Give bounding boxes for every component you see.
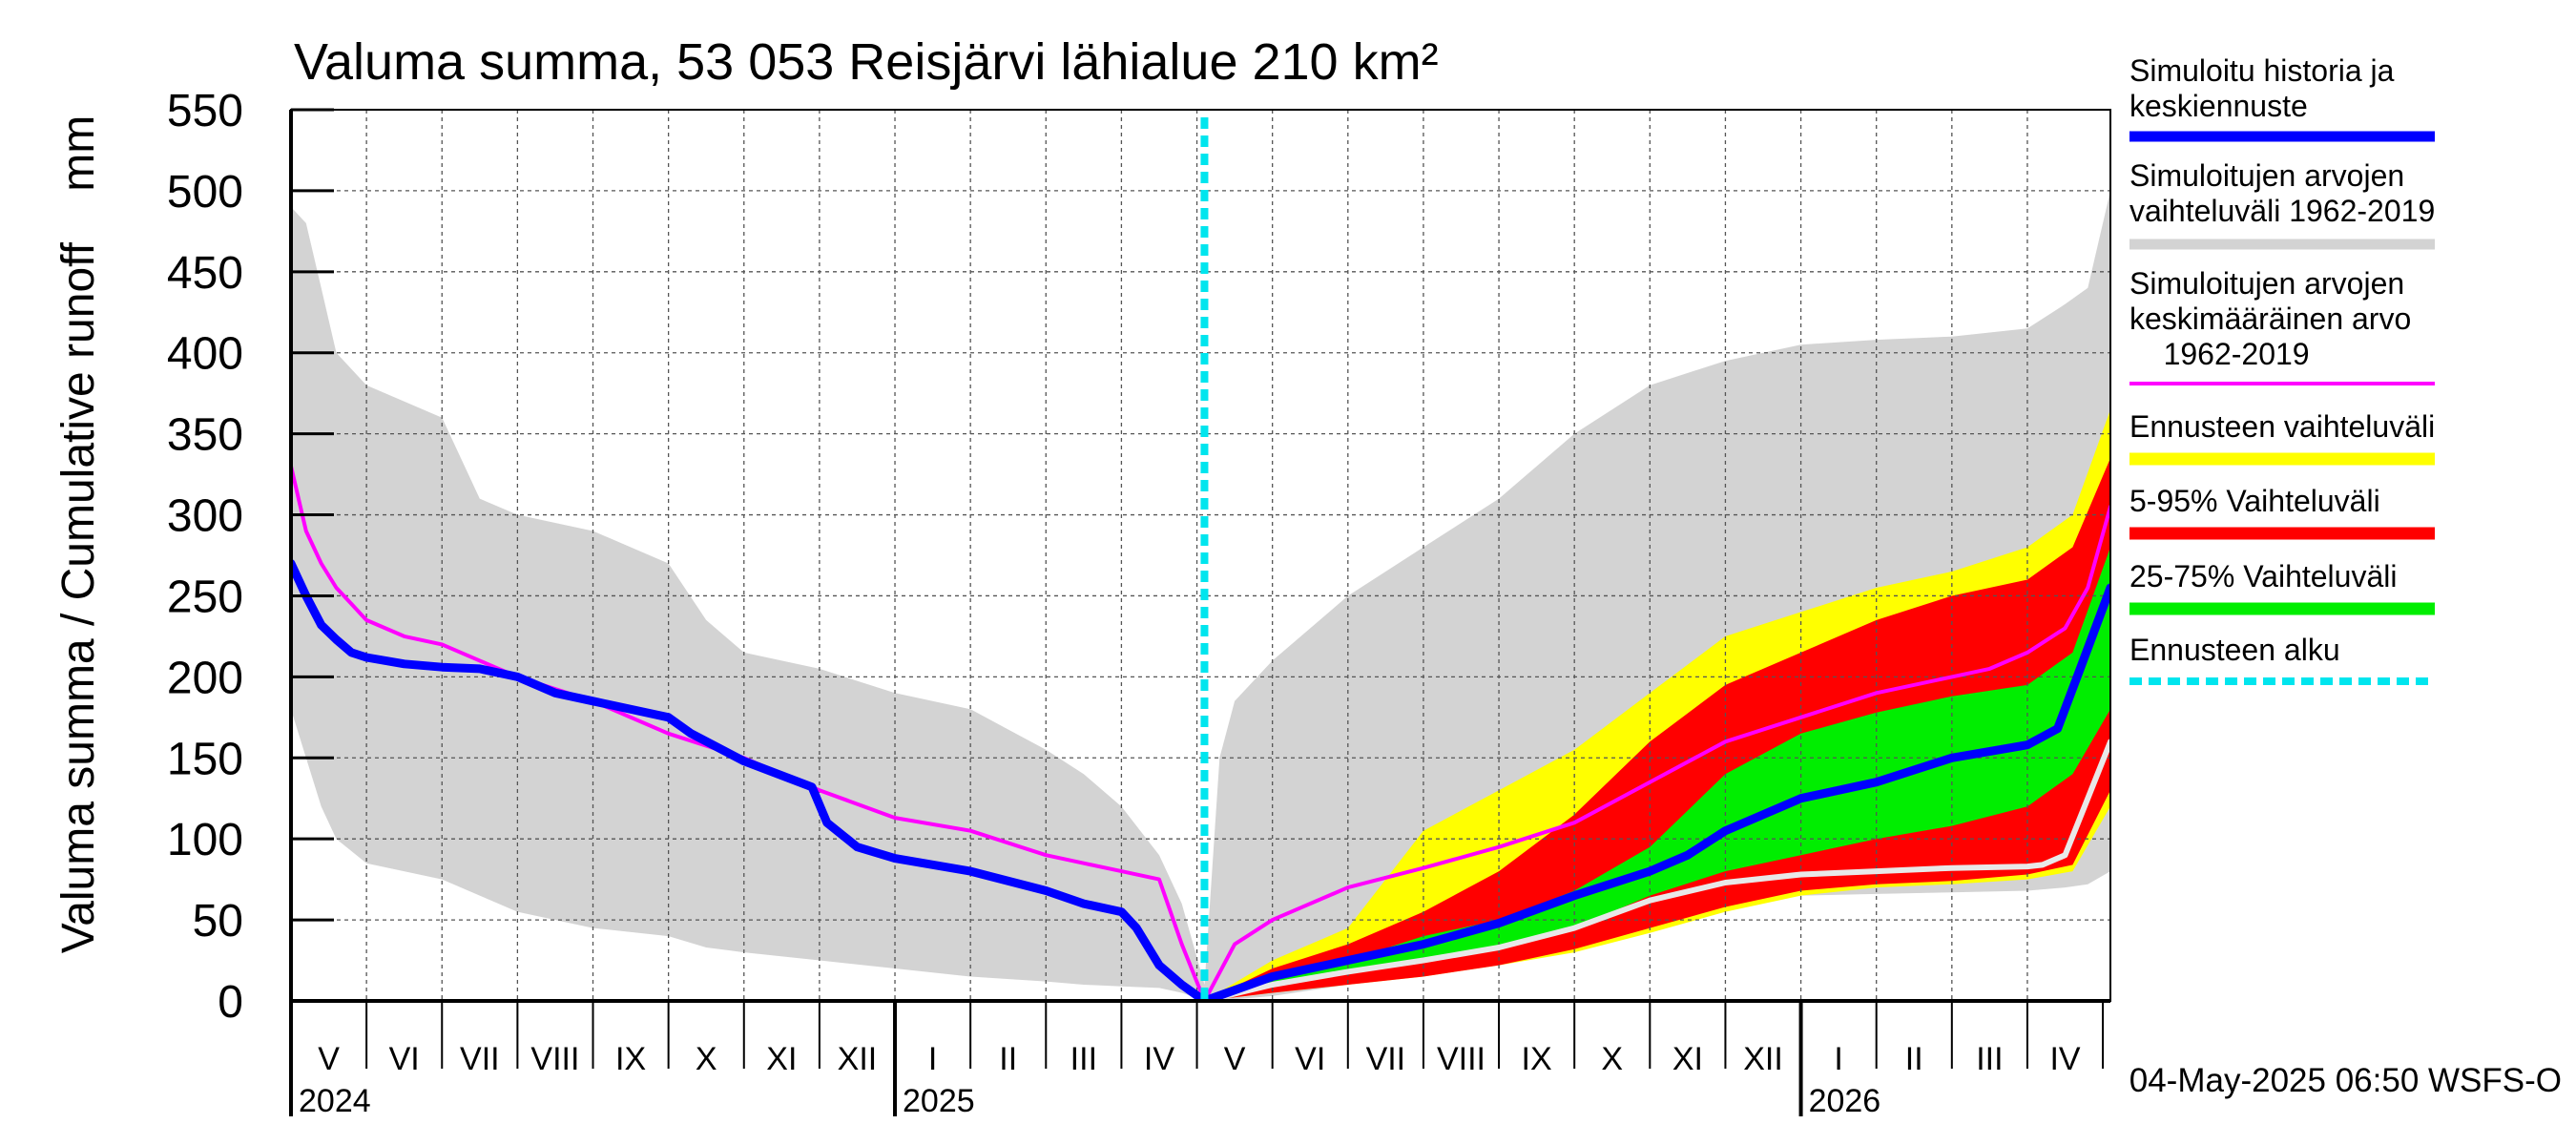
p25-75-area — [1204, 547, 2110, 1001]
legend-label: 1962-2019 — [2129, 337, 2310, 371]
month-label: III — [1976, 1041, 2003, 1077]
y-tick-label: 450 — [167, 248, 243, 299]
legend-label: Simuloitujen arvojen — [2129, 266, 2404, 301]
month-label: V — [318, 1041, 340, 1077]
sim-history-line — [291, 559, 2110, 1001]
month-label: III — [1070, 1041, 1097, 1077]
y-tick-label: 50 — [193, 896, 243, 947]
month-label: IX — [1522, 1041, 1552, 1077]
month-label: VI — [389, 1041, 420, 1077]
legend-label: keskimääräinen arvo — [2129, 302, 2411, 336]
legend-label: vaihteluväli 1962-2019 — [2129, 194, 2435, 228]
month-label: VII — [460, 1041, 500, 1077]
legend-label: Simuloitujen arvojen — [2129, 158, 2404, 193]
month-label: VIII — [530, 1041, 579, 1077]
mean-line — [291, 464, 2110, 1001]
month-label: XII — [838, 1041, 878, 1077]
month-label: IX — [615, 1041, 646, 1077]
legend-label: Simuloitu historia ja — [2129, 53, 2395, 88]
y-tick-label: 500 — [167, 167, 243, 218]
p5-95-area — [1204, 458, 2110, 1001]
month-label: XII — [1743, 1041, 1783, 1077]
month-label: IV — [1144, 1041, 1174, 1077]
y-tick-label: 0 — [218, 977, 243, 1028]
month-label: II — [1905, 1041, 1923, 1077]
chart-title: Valuma summa, 53 053 Reisjärvi lähialue … — [294, 33, 1439, 91]
legend-label: Ennusteen alku — [2129, 633, 2340, 667]
y-tick-label: 100 — [167, 815, 243, 865]
y-tick-label: 550 — [167, 86, 243, 136]
legend-label: 25-75% Vaihteluväli — [2129, 559, 2397, 593]
y-tick-label: 300 — [167, 491, 243, 542]
year-label: 2024 — [299, 1083, 371, 1119]
y-axis-label: Valuma summa / Cumulative runoff mm — [53, 115, 104, 954]
month-label: II — [999, 1041, 1017, 1077]
month-label: X — [696, 1041, 717, 1077]
legend-p25-75: 25-75% Vaihteluväli — [2129, 559, 2435, 615]
year-label: 2025 — [903, 1083, 975, 1119]
month-label: I — [1834, 1041, 1842, 1077]
legend-label: keskiennuste — [2129, 89, 2308, 123]
month-label: VIII — [1437, 1041, 1485, 1077]
month-label: IV — [2049, 1041, 2080, 1077]
y-tick-label: 200 — [167, 653, 243, 703]
footer-timestamp: 04-May-2025 06:50 WSFS-O — [2129, 1062, 2562, 1099]
year-label: 2026 — [1809, 1083, 1881, 1119]
y-tick-label: 350 — [167, 410, 243, 461]
series-lines — [291, 117, 2110, 1001]
legend: Simuloitu historia jakeskiennusteSimuloi… — [2129, 53, 2435, 685]
legend-forecast-start: Ennusteen alku — [2129, 633, 2435, 685]
month-label: X — [1601, 1041, 1623, 1077]
legend-forecast-range: Ennusteen vaihteluväli — [2129, 409, 2435, 466]
range-areas — [291, 190, 2110, 1001]
legend-label: Ennusteen vaihteluväli — [2129, 409, 2435, 444]
y-tick-label: 250 — [167, 572, 243, 622]
month-label: I — [928, 1041, 937, 1077]
y-tick-label: 400 — [167, 329, 243, 380]
legend-label: 5-95% Vaihteluväli — [2129, 484, 2380, 518]
month-label: XI — [766, 1041, 797, 1077]
legend-p5-95: 5-95% Vaihteluväli — [2129, 484, 2435, 540]
month-label: VI — [1295, 1041, 1325, 1077]
median-forecast-line — [1201, 739, 2110, 1001]
month-label: VII — [1366, 1041, 1406, 1077]
month-label: V — [1224, 1041, 1246, 1077]
month-label: XI — [1672, 1041, 1703, 1077]
y-tick-label: 150 — [167, 734, 243, 784]
